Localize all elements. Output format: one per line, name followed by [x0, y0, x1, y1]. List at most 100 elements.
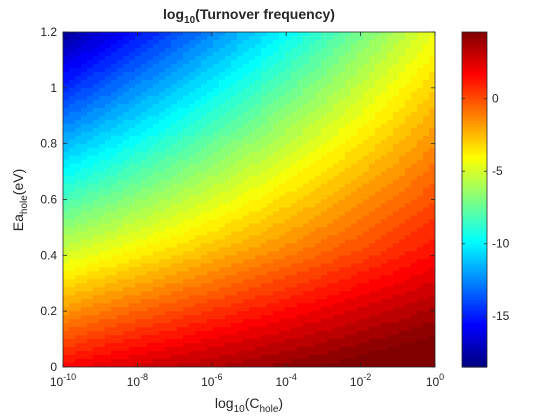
- heatmap-cell: [243, 331, 250, 336]
- heatmap-cell: [123, 335, 130, 340]
- heatmap-cell: [345, 171, 352, 177]
- heatmap-cell: [111, 103, 118, 109]
- heatmap-cell: [147, 135, 154, 141]
- heatmap-cell: [303, 347, 310, 352]
- heatmap-cell: [345, 135, 352, 141]
- heatmap-cell: [141, 59, 148, 65]
- heatmap-cell: [333, 211, 340, 217]
- heatmap-cell: [261, 55, 268, 61]
- heatmap-cell: [93, 127, 100, 133]
- heatmap-cell: [129, 59, 136, 65]
- heatmap-cell: [315, 123, 322, 129]
- heatmap-cell: [321, 363, 328, 367]
- heatmap-cell: [399, 87, 406, 93]
- heatmap-cell: [273, 195, 280, 201]
- heatmap-cell: [417, 111, 424, 117]
- heatmap-cell: [303, 195, 310, 201]
- heatmap-cell: [75, 307, 82, 312]
- heatmap-cell: [129, 191, 136, 197]
- heatmap-cell: [117, 175, 124, 181]
- heatmap-cell: [351, 279, 358, 284]
- heatmap-cell: [159, 231, 166, 236]
- heatmap-cell: [315, 243, 322, 248]
- heatmap-cell: [177, 151, 184, 157]
- heatmap-cell: [297, 231, 304, 236]
- heatmap-cell: [387, 75, 394, 81]
- heatmap-cell: [195, 87, 202, 93]
- heatmap-cell: [207, 127, 214, 133]
- heatmap-cell: [363, 139, 370, 145]
- heatmap-cell: [243, 219, 250, 225]
- heatmap-cell: [123, 275, 130, 280]
- heatmap-cell: [297, 211, 304, 217]
- heatmap-cell: [69, 303, 76, 308]
- heatmap-cell: [339, 303, 346, 308]
- heatmap-cell: [153, 335, 160, 340]
- heatmap-cell: [327, 311, 334, 316]
- heatmap-cell: [243, 255, 250, 260]
- heatmap-cell: [201, 223, 208, 229]
- heatmap-cell: [363, 191, 370, 197]
- heatmap-cell: [159, 203, 166, 209]
- heatmap-cell: [231, 107, 238, 113]
- heatmap-cell: [99, 323, 106, 328]
- heatmap-cell: [189, 231, 196, 236]
- heatmap-cell: [399, 75, 406, 81]
- heatmap-cell: [111, 87, 118, 93]
- heatmap-cell: [111, 123, 118, 129]
- heatmap-cell: [153, 307, 160, 312]
- heatmap-cell: [417, 127, 424, 133]
- heatmap-cell: [297, 287, 304, 292]
- heatmap-cell: [81, 347, 88, 352]
- heatmap-cell: [261, 279, 268, 284]
- heatmap-cell: [249, 295, 256, 300]
- heatmap-cell: [273, 327, 280, 332]
- heatmap-cell: [327, 75, 334, 81]
- heatmap-cell: [285, 47, 292, 53]
- heatmap-cell: [123, 123, 130, 129]
- heatmap-cell: [225, 251, 232, 256]
- heatmap-cell: [237, 243, 244, 248]
- heatmap-cell: [117, 231, 124, 236]
- heatmap-cell: [171, 247, 178, 252]
- heatmap-cell: [399, 223, 406, 229]
- heatmap-cell: [147, 163, 154, 169]
- heatmap-cell: [381, 175, 388, 181]
- heatmap-cell: [141, 43, 148, 49]
- heatmap-cell: [249, 299, 256, 304]
- heatmap-cell: [87, 155, 94, 161]
- heatmap-cell: [105, 227, 112, 233]
- heatmap-cell: [135, 195, 142, 201]
- heatmap-cell: [153, 239, 160, 244]
- heatmap-cell: [123, 55, 130, 61]
- heatmap-cell: [357, 219, 364, 225]
- heatmap-cell: [267, 99, 274, 105]
- heatmap-cell: [93, 115, 100, 121]
- heatmap-cell: [81, 123, 88, 129]
- heatmap-cell: [399, 295, 406, 300]
- heatmap-cell: [153, 275, 160, 280]
- heatmap-cell: [189, 355, 196, 360]
- heatmap-cell: [213, 155, 220, 161]
- heatmap-cell: [213, 107, 220, 113]
- heatmap-cell: [393, 143, 400, 149]
- heatmap-cell: [393, 287, 400, 292]
- heatmap-cell: [321, 251, 328, 256]
- heatmap-cell: [237, 363, 244, 367]
- heatmap-cell: [105, 35, 112, 41]
- heatmap-cell: [231, 311, 238, 316]
- heatmap-cell: [165, 295, 172, 300]
- heatmap-cell: [201, 103, 208, 109]
- heatmap-cell: [237, 63, 244, 69]
- heatmap-cell: [411, 103, 418, 109]
- heatmap-cell: [357, 63, 364, 69]
- heatmap-cell: [177, 359, 184, 364]
- heatmap-cell: [129, 163, 136, 169]
- heatmap-cell: [333, 259, 340, 264]
- heatmap-cell: [333, 351, 340, 356]
- heatmap-cell: [171, 79, 178, 85]
- heatmap-cell: [87, 307, 94, 312]
- heatmap-cell: [201, 211, 208, 217]
- heatmap-cell: [393, 299, 400, 304]
- heatmap-cell: [159, 71, 166, 77]
